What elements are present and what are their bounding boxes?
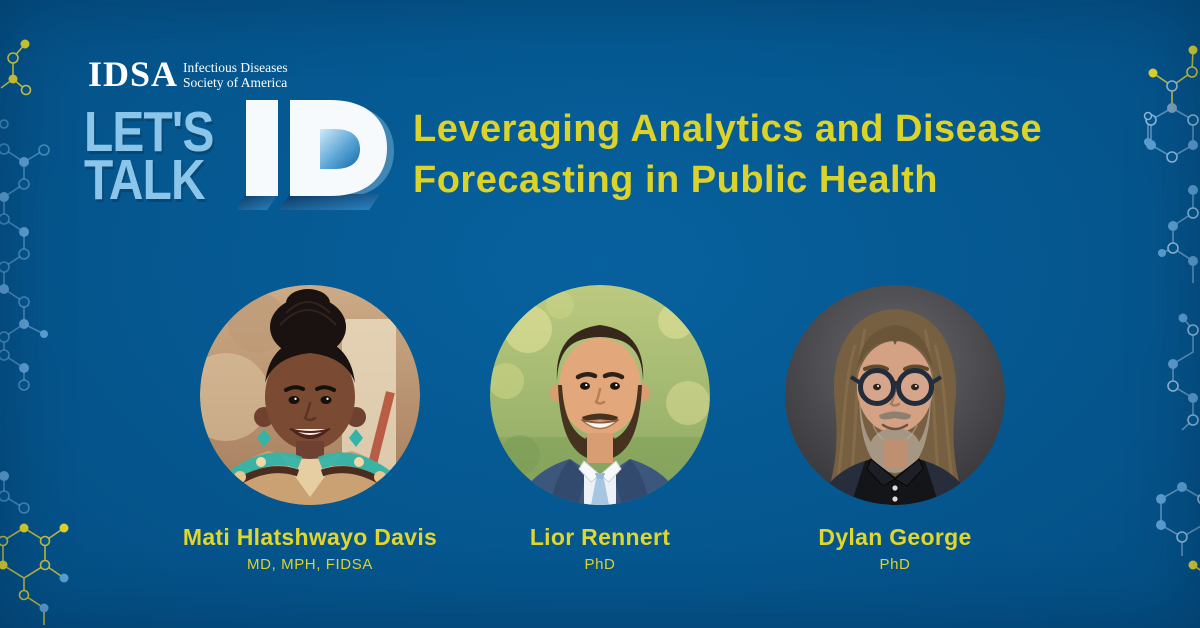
speaker-photo-dylan xyxy=(785,285,1005,505)
molecule-decoration-left-icon xyxy=(0,39,69,625)
idsa-abbrev: IDSA xyxy=(88,54,179,94)
speaker-credentials: PhD xyxy=(879,556,911,573)
speaker-photo-mati xyxy=(200,285,420,505)
lets-talk-wordmark: LET'S TALK xyxy=(84,100,214,212)
episode-title-line1: Leveraging Analytics and Disease xyxy=(413,108,1043,150)
speaker-name: Lior Rennert xyxy=(529,524,671,550)
episode-title-line2: Forecasting in Public Health xyxy=(413,159,938,202)
molecule-decoration-right-icon xyxy=(1143,45,1200,571)
idsa-org-name: Infectious Diseases Society of America xyxy=(183,59,288,90)
speaker-card-dylan: Dylan George PhD xyxy=(745,285,1045,573)
speaker-photo-lior xyxy=(490,285,710,505)
speaker-card-mati: Mati Hlatshwayo Davis MD, MPH, FIDSA xyxy=(160,285,460,573)
speaker-credentials: PhD xyxy=(584,556,616,573)
speaker-name: Dylan George xyxy=(818,524,972,550)
lets-talk-id-logo: LET'S TALK xyxy=(84,100,238,212)
idsa-org-logo: IDSA Infectious Diseases Society of Amer… xyxy=(88,56,288,92)
id-wordmark-icon xyxy=(238,100,394,210)
episode-title: Leveraging Analytics and Disease Forecas… xyxy=(413,104,1153,207)
speaker-card-lior: Lior Rennert PhD xyxy=(450,285,750,573)
speaker-name: Mati Hlatshwayo Davis xyxy=(182,524,438,550)
id-wordmark-text: ID xyxy=(0,0,1,1)
speaker-credentials: MD, MPH, FIDSA xyxy=(247,556,373,573)
